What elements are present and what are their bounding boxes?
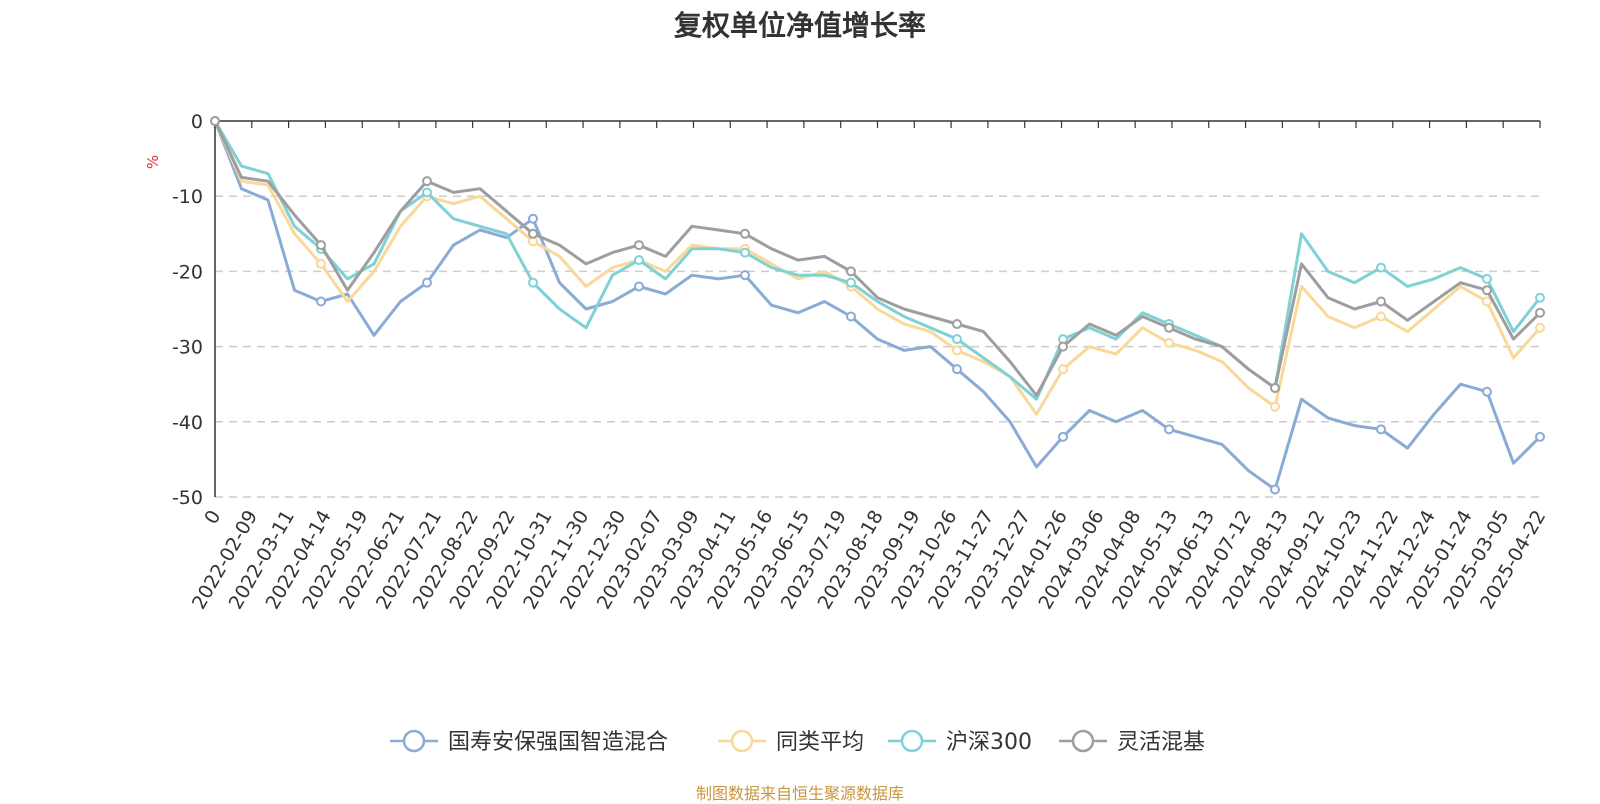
data-point (1270, 382, 1280, 393)
data-point (1058, 341, 1068, 352)
data-point (1482, 386, 1492, 397)
y-tick-label: -10 (172, 186, 203, 208)
legend-label: 国寿安保强国智造混合 (448, 730, 668, 755)
legend-item-1[interactable]: 国寿安保强国智造混合 (390, 729, 668, 755)
x-tick-label: 0 (200, 507, 225, 528)
data-point (316, 240, 326, 251)
data-point (210, 116, 220, 126)
legend-marker (900, 729, 924, 753)
data-point (952, 319, 962, 330)
y-tick-label: -40 (172, 412, 203, 434)
data-point (1376, 311, 1386, 322)
legend-item-2[interactable]: 同类平均 (718, 729, 864, 755)
legend[interactable]: 国寿安保强国智造混合 同类平均 沪深300 灵活混基 (390, 729, 1205, 755)
data-point (952, 334, 962, 345)
chart-svg: 0-10-20-30-40-50%02022-02-092022-03-1120… (144, 111, 1550, 755)
data-point (1535, 292, 1545, 303)
data-point (1058, 364, 1068, 375)
series-line-3 (213, 120, 1542, 401)
series-line-1 (213, 120, 1542, 491)
legend-item-4[interactable]: 灵活混基 (1059, 729, 1205, 755)
data-point (846, 277, 856, 288)
data-point (1164, 337, 1174, 348)
series-line-4 (213, 120, 1542, 397)
data-point (422, 277, 432, 288)
data-point (1482, 273, 1492, 284)
series-lines (210, 116, 1545, 495)
data-point (528, 228, 538, 239)
data-point (528, 213, 538, 224)
data-point (846, 266, 856, 277)
series-line-2 (213, 120, 1542, 416)
data-point (1535, 322, 1545, 333)
legend-label: 同类平均 (776, 730, 864, 755)
data-point (316, 258, 326, 269)
data-point (1535, 307, 1545, 318)
data-point (1164, 322, 1174, 333)
y-tick-label: 0 (191, 111, 203, 133)
data-point (1376, 296, 1386, 307)
data-point (952, 345, 962, 356)
y-tick-label: -20 (172, 261, 203, 283)
data-point (1270, 401, 1280, 412)
data-point (1482, 296, 1492, 307)
axes: 0-10-20-30-40-50%02022-02-092022-03-1120… (144, 111, 1550, 613)
data-point (1376, 424, 1386, 435)
source-note: 制图数据来自恒生聚源数据库 (695, 784, 904, 803)
data-point (1164, 424, 1174, 435)
data-point (528, 277, 538, 288)
data-point (422, 187, 432, 198)
y-axis-unit: % (144, 155, 162, 169)
y-tick-label: -30 (172, 337, 203, 359)
data-point (1535, 431, 1545, 442)
data-point (1058, 431, 1068, 442)
data-point (634, 281, 644, 292)
data-point (740, 247, 750, 258)
data-point (740, 228, 750, 239)
grid-lines (215, 195, 1540, 498)
legend-label: 灵活混基 (1117, 730, 1205, 755)
data-point (846, 311, 856, 322)
legend-item-3[interactable]: 沪深300 (888, 729, 1032, 755)
data-point (1482, 285, 1492, 296)
data-point (1270, 484, 1280, 495)
data-point (952, 364, 962, 375)
data-point (634, 240, 644, 251)
data-point (634, 255, 644, 266)
data-point (740, 270, 750, 281)
chart-title: 复权单位净值增长率 (673, 9, 926, 42)
legend-marker (730, 729, 754, 753)
legend-marker (402, 729, 426, 753)
legend-label: 沪深300 (946, 730, 1032, 755)
data-point (1376, 262, 1386, 273)
data-point (316, 296, 326, 307)
y-tick-label: -50 (172, 487, 203, 509)
data-point (422, 176, 432, 187)
legend-marker (1071, 729, 1095, 753)
